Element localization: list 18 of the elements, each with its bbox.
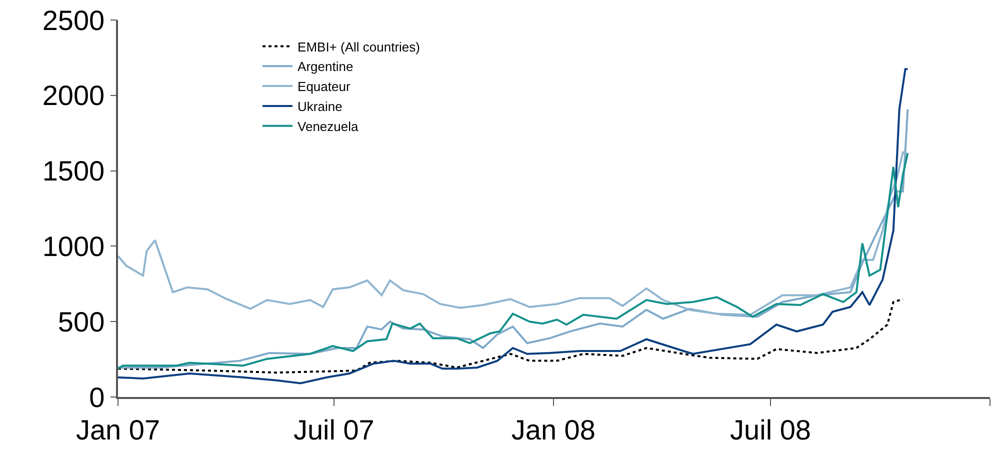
y-tick-label: 1500 [42, 156, 105, 187]
y-tick-label: 1000 [42, 231, 105, 262]
legend-label: Venezuela [298, 118, 360, 134]
legend-label: Equateur [298, 79, 351, 94]
legend-label: EMBI+ (All countries) [298, 39, 420, 54]
line-series [118, 151, 909, 316]
line-series [118, 152, 909, 370]
x-tick-label: Juil 08 [730, 414, 811, 446]
legend-label: Argentine [298, 59, 354, 74]
y-tick-label: 500 [58, 306, 105, 338]
y-tick-label: 2000 [42, 80, 105, 112]
x-tick-label: Juil 07 [293, 414, 374, 446]
y-tick-label: 2500 [42, 4, 105, 36]
y-tick-label: 0 [89, 382, 105, 413]
line-series [118, 298, 904, 374]
x-tick-label: Jan 07 [76, 414, 160, 446]
legend-label: Ukraine [298, 99, 342, 114]
x-tick-label: Jan 08 [511, 414, 596, 446]
